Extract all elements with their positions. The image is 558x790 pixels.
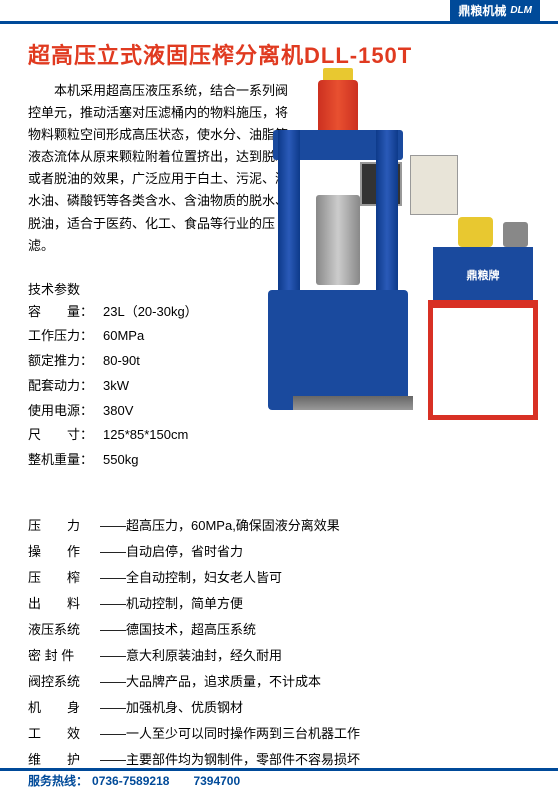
hpu-motor xyxy=(458,217,493,247)
spec-label: 额定推力： xyxy=(28,349,103,374)
feature-text: ——意大利原装油封，经久耐用 xyxy=(100,643,282,669)
hotline-phone-2: 7394700 xyxy=(193,774,240,788)
feature-label: 压 力 xyxy=(28,513,100,539)
feature-label: 工 效 xyxy=(28,721,100,747)
press-base xyxy=(268,290,408,410)
spec-value: 23L（20-30kg） xyxy=(103,300,198,325)
feature-text: ——超高压力，60MPa,确保固液分离效果 xyxy=(100,513,340,539)
spec-label: 整机重量： xyxy=(28,448,103,473)
feature-text: ——大品牌产品，追求质量，不计成本 xyxy=(100,669,321,695)
description: 本机采用超高压液压系统，结合一系列阀控单元，推动活塞对压滤桶内的物料施压，将物料… xyxy=(28,80,288,257)
spec-label: 尺 寸： xyxy=(28,423,103,448)
feature-row: 工 效——一人至少可以同时操作两到三台机器工作 xyxy=(28,721,530,747)
spec-value: 80-90t xyxy=(103,349,140,374)
spec-row: 整机重量：550kg xyxy=(28,448,530,473)
feature-row: 压 榨——全自动控制，妇女老人皆可 xyxy=(28,565,530,591)
hydraulic-power-unit: 鼎粮牌 xyxy=(428,220,538,420)
feature-label: 压 榨 xyxy=(28,565,100,591)
spec-value: 550kg xyxy=(103,448,138,473)
feature-row: 机 身——加强机身、优质钢材 xyxy=(28,695,530,721)
spec-label: 容 量： xyxy=(28,300,103,325)
drain-tray xyxy=(293,396,413,410)
feature-text: ——全自动控制，妇女老人皆可 xyxy=(100,565,282,591)
spec-value: 125*85*150cm xyxy=(103,423,188,448)
filter-barrel xyxy=(316,195,360,285)
feature-label: 机 身 xyxy=(28,695,100,721)
tank-brand-label: 鼎粮牌 xyxy=(467,267,500,283)
brand-badge: 鼎粮机械 DLM xyxy=(450,0,540,21)
feature-text: ——机动控制，简单方便 xyxy=(100,591,243,617)
spec-value: 60MPa xyxy=(103,324,144,349)
hpu-valve-block xyxy=(503,222,528,247)
electrical-box xyxy=(410,155,458,215)
footer-bar: 服务热线： 0736-7589218 7394700 xyxy=(0,768,558,790)
feature-row: 液压系统——德国技术，超高压系统 xyxy=(28,617,530,643)
feature-text: ——加强机身、优质钢材 xyxy=(100,695,243,721)
feature-text: ——德国技术，超高压系统 xyxy=(100,617,256,643)
hpu-stand xyxy=(428,300,538,420)
press-column-left xyxy=(278,130,300,290)
feature-text: ——自动启停，省时省力 xyxy=(100,539,243,565)
content: 本机采用超高压液压系统，结合一系列阀控单元，推动活塞对压滤桶内的物料施压，将物料… xyxy=(0,80,558,773)
page-title: 超高压立式液固压榨分离机DLL-150T xyxy=(0,24,558,80)
features-list: 压 力——超高压力，60MPa,确保固液分离效果操 作——自动启停，省时省力压 … xyxy=(28,513,530,773)
hotline-phone-1: 0736-7589218 xyxy=(92,774,169,788)
brand-logo-text: DLM xyxy=(510,5,532,16)
feature-row: 操 作——自动启停，省时省力 xyxy=(28,539,530,565)
brand-name: 鼎粮机械 xyxy=(458,2,506,19)
spec-value: 3kW xyxy=(103,374,129,399)
feature-label: 阀控系统 xyxy=(28,669,100,695)
press-column-right xyxy=(376,130,398,290)
machine-illustration: 鼎粮牌 xyxy=(268,80,538,430)
feature-label: 密 封 件 xyxy=(28,643,100,669)
hotline-label: 服务热线： xyxy=(28,772,88,789)
hpu-tank: 鼎粮牌 xyxy=(433,247,533,302)
feature-label: 操 作 xyxy=(28,539,100,565)
feature-row: 出 料——机动控制，简单方便 xyxy=(28,591,530,617)
spec-label: 工作压力： xyxy=(28,324,103,349)
feature-label: 液压系统 xyxy=(28,617,100,643)
feature-row: 压 力——超高压力，60MPa,确保固液分离效果 xyxy=(28,513,530,539)
feature-text: ——一人至少可以同时操作两到三台机器工作 xyxy=(100,721,360,747)
feature-label: 出 料 xyxy=(28,591,100,617)
top-bar: 鼎粮机械 DLM xyxy=(0,0,558,24)
spec-label: 配套动力： xyxy=(28,374,103,399)
spec-label: 使用电源： xyxy=(28,399,103,424)
feature-row: 阀控系统——大品牌产品，追求质量，不计成本 xyxy=(28,669,530,695)
press-machine xyxy=(268,100,408,410)
feature-row: 密 封 件——意大利原装油封，经久耐用 xyxy=(28,643,530,669)
spec-value: 380V xyxy=(103,399,133,424)
